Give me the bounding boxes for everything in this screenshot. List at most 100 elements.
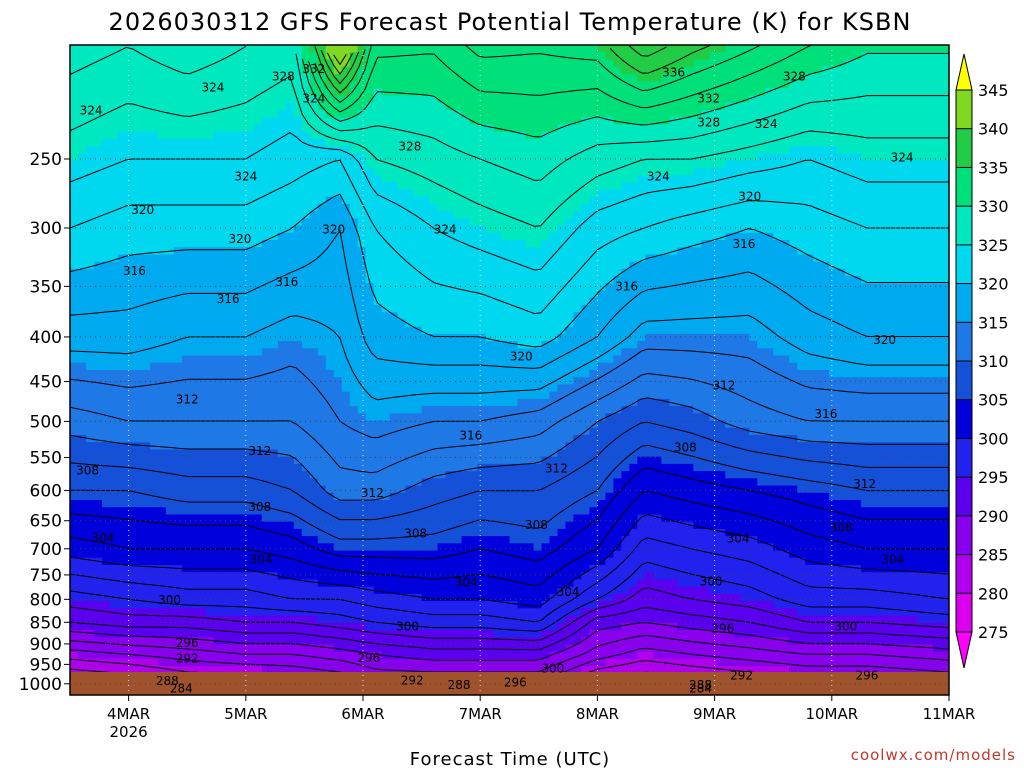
fill-cell xyxy=(573,117,583,126)
fill-cell xyxy=(765,268,774,277)
fill-cell xyxy=(141,240,151,248)
fill-cell xyxy=(797,305,806,313)
fill-cell xyxy=(341,348,351,357)
fill-cell xyxy=(309,333,319,342)
fill-cell xyxy=(421,290,431,299)
fill-cell xyxy=(621,59,630,68)
fill-cell xyxy=(125,333,135,342)
fill-cell xyxy=(821,52,830,61)
fill-cell xyxy=(357,95,367,104)
fill-cell xyxy=(765,189,774,198)
fill-cell xyxy=(149,59,159,68)
fill-cell xyxy=(357,319,367,328)
fill-cell xyxy=(365,312,375,321)
fill-cell xyxy=(357,261,367,270)
fill-cell xyxy=(333,290,343,299)
fill-cell xyxy=(869,312,878,321)
fill-cell xyxy=(685,261,694,270)
fill-cell xyxy=(821,102,830,111)
fill-cell xyxy=(301,95,311,104)
fill-cell xyxy=(621,319,630,328)
fill-cell xyxy=(637,117,646,126)
fill-cell xyxy=(597,211,606,219)
fill-cell xyxy=(733,247,742,256)
fill-cell xyxy=(725,88,734,97)
fill-cell xyxy=(389,326,399,335)
fill-cell xyxy=(413,319,423,328)
fill-cell xyxy=(325,305,335,313)
fill-cell xyxy=(749,283,758,292)
fill-cell xyxy=(277,276,287,284)
fill-cell xyxy=(77,232,87,241)
fill-cell xyxy=(429,196,439,205)
fill-cell xyxy=(645,59,654,68)
fill-cell xyxy=(709,66,718,75)
fill-cell xyxy=(597,341,606,349)
fill-cell xyxy=(861,290,870,299)
fill-cell xyxy=(741,110,750,118)
fill-cell xyxy=(709,203,718,212)
fill-cell xyxy=(789,355,798,364)
fill-cell xyxy=(445,117,455,126)
fill-cell xyxy=(437,211,447,219)
fill-cell xyxy=(373,297,383,306)
fill-cell xyxy=(877,225,886,234)
fill-cell xyxy=(469,268,479,277)
fill-cell xyxy=(117,341,127,349)
fill-cell xyxy=(749,240,758,248)
fill-cell xyxy=(197,232,207,241)
fill-cell xyxy=(645,45,654,53)
fill-cell xyxy=(221,232,231,241)
fill-cell xyxy=(637,283,646,292)
fill-cell xyxy=(565,268,575,277)
fill-cell xyxy=(213,45,223,53)
fill-cell xyxy=(469,319,479,328)
fill-cell xyxy=(685,66,694,75)
fill-cell xyxy=(197,146,207,154)
fill-cell xyxy=(125,326,135,335)
fill-cell xyxy=(501,268,511,277)
fill-cell xyxy=(805,218,814,227)
fill-cell xyxy=(213,88,223,97)
fill-cell xyxy=(605,45,614,53)
fill-cell xyxy=(597,52,606,61)
fill-cell xyxy=(381,211,391,219)
fill-cell xyxy=(741,333,750,342)
fill-cell xyxy=(573,203,583,212)
fill-cell xyxy=(261,189,271,198)
fill-cell xyxy=(101,59,111,68)
fill-cell xyxy=(525,153,535,162)
fill-cell xyxy=(429,232,439,241)
fill-cell xyxy=(717,211,726,219)
fill-cell xyxy=(101,203,111,212)
fill-cell xyxy=(621,211,630,219)
fill-cell xyxy=(453,73,463,82)
fill-cell xyxy=(861,182,870,191)
fill-cell xyxy=(885,146,894,154)
fill-cell xyxy=(757,189,766,198)
fill-cell xyxy=(93,45,103,53)
fill-cell xyxy=(573,355,583,364)
fill-cell xyxy=(765,240,774,248)
fill-cell xyxy=(477,261,487,270)
fill-cell xyxy=(621,160,630,169)
fill-cell xyxy=(933,153,942,162)
fill-cell xyxy=(469,254,479,263)
fill-cell xyxy=(421,102,431,111)
fill-cell xyxy=(93,305,103,313)
fill-cell xyxy=(261,59,271,68)
fill-cell xyxy=(317,95,327,104)
fill-cell xyxy=(253,232,263,241)
fill-cell xyxy=(333,297,343,306)
fill-cell xyxy=(885,232,894,241)
fill-cell xyxy=(621,232,630,241)
fill-cell xyxy=(397,153,407,162)
fill-cell xyxy=(925,110,934,118)
fill-cell xyxy=(253,276,263,284)
fill-cell xyxy=(781,362,790,371)
fill-cell xyxy=(653,341,662,349)
fill-cell xyxy=(653,326,662,335)
fill-cell xyxy=(829,261,838,270)
fill-cell xyxy=(229,52,239,61)
fill-cell xyxy=(701,102,710,111)
